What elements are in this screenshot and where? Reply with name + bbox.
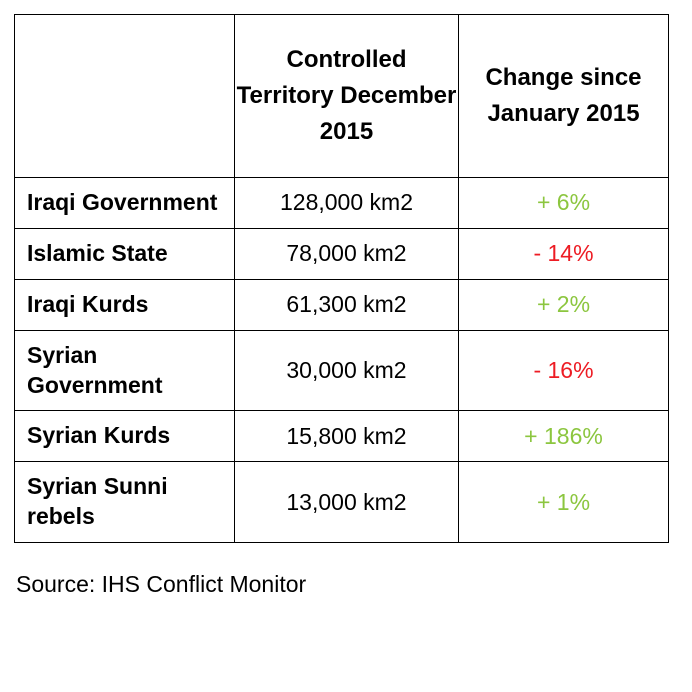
row-territory: 15,800 km2: [235, 411, 459, 462]
row-change: + 186%: [459, 411, 669, 462]
row-territory: 30,000 km2: [235, 330, 459, 411]
row-name: Iraqi Government: [15, 178, 235, 229]
row-name: Iraqi Kurds: [15, 279, 235, 330]
table-row: Syrian Sunni rebels 13,000 km2 + 1%: [15, 462, 669, 543]
row-change: - 14%: [459, 228, 669, 279]
row-change: + 1%: [459, 462, 669, 543]
row-name: Syrian Government: [15, 330, 235, 411]
row-name: Syrian Sunni rebels: [15, 462, 235, 543]
page-wrap: Controlled Territory December 2015 Chang…: [0, 0, 692, 598]
source-text: Source: IHS Conflict Monitor: [16, 571, 674, 598]
table-row: Iraqi Government 128,000 km2 + 6%: [15, 178, 669, 229]
table-row: Iraqi Kurds 61,300 km2 + 2%: [15, 279, 669, 330]
row-territory: 61,300 km2: [235, 279, 459, 330]
table-row: Syrian Government 30,000 km2 - 16%: [15, 330, 669, 411]
header-change: Change since January 2015: [459, 15, 669, 178]
table-header-row: Controlled Territory December 2015 Chang…: [15, 15, 669, 178]
row-change: - 16%: [459, 330, 669, 411]
row-territory: 13,000 km2: [235, 462, 459, 543]
table-row: Islamic State 78,000 km2 - 14%: [15, 228, 669, 279]
row-change: + 6%: [459, 178, 669, 229]
row-name: Islamic State: [15, 228, 235, 279]
row-change: + 2%: [459, 279, 669, 330]
row-territory: 128,000 km2: [235, 178, 459, 229]
header-empty: [15, 15, 235, 178]
table-row: Syrian Kurds 15,800 km2 + 186%: [15, 411, 669, 462]
row-territory: 78,000 km2: [235, 228, 459, 279]
header-territory: Controlled Territory December 2015: [235, 15, 459, 178]
territory-table: Controlled Territory December 2015 Chang…: [14, 14, 669, 543]
row-name: Syrian Kurds: [15, 411, 235, 462]
